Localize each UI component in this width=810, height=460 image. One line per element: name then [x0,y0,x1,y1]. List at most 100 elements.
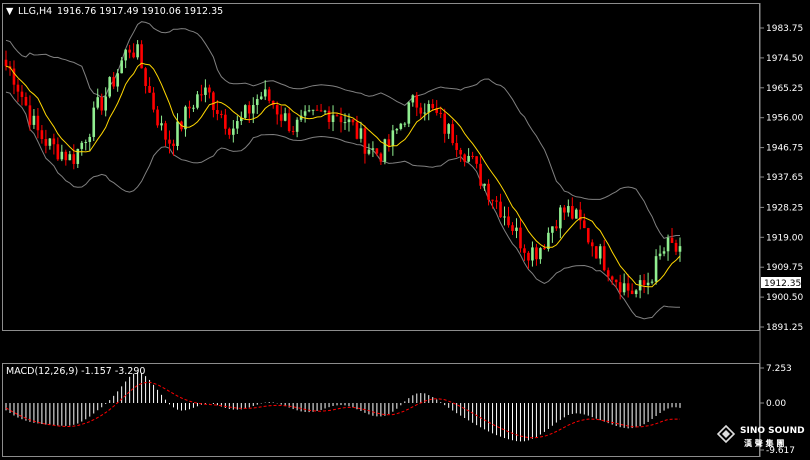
candle-body [251,105,255,114]
candle-body [387,139,391,147]
candle-body [419,107,423,114]
candle-body [650,281,654,283]
candle-body [503,216,506,218]
candle-body [451,124,454,144]
lower-band-line [5,91,680,320]
candle-body [263,89,267,97]
candle-body [654,256,658,282]
candle-body [243,105,247,118]
price-tick-label: 1965.25 [766,84,803,94]
candle-body [200,94,203,96]
candle-body [24,96,28,106]
candle-body [395,128,399,131]
candle-body [283,113,287,121]
candle-body [128,49,131,53]
candle-body [136,44,139,58]
candle-body [555,226,558,229]
candle-body [427,103,431,113]
candle-body [383,139,387,162]
candle-body [96,97,100,108]
candle-body [275,105,279,115]
logo-title: SINO SOUND [740,426,805,436]
candle-body [578,209,582,221]
ma-line [5,62,681,288]
candle-body [495,200,498,202]
candle-body [598,246,602,259]
candle-body [622,283,626,293]
candle-body [104,96,108,111]
price-axis: 1983.75 1974.50 1965.25 1956.00 1946.75 1937.… [760,24,803,333]
candle-body [363,128,367,154]
sino-sound-logo: SINO SOUND 漢 聲 集 團 [716,424,805,448]
candle-body [184,106,187,130]
candle-body [399,123,403,129]
candle-body [124,49,127,61]
logo-subtitle: 漢 聲 集 團 [744,438,784,448]
candle-body [40,130,44,140]
candle-body [16,84,20,92]
macd-signal-line [5,381,680,439]
candle-body [618,282,622,293]
candle-body [375,148,379,154]
candle-body [160,123,163,126]
candle-body [535,247,538,260]
candle-body [20,91,24,97]
candle-body [28,105,32,125]
candle-body [271,100,275,106]
candle-body [443,113,446,134]
candle-body [447,124,450,134]
candle-body [582,220,586,229]
candle-body [662,251,666,254]
candle-body [551,226,554,233]
candle-body [575,209,578,219]
candle-body [527,252,530,261]
candle-body [108,77,111,97]
candle-body [626,283,630,291]
candle-body [642,280,646,286]
candle-body [590,242,594,247]
candle-body [92,107,96,137]
candle-body [463,154,466,162]
candle-body [359,128,363,139]
candle-body [355,122,359,139]
price-tick-label: 1900.50 [766,293,803,303]
candle-body [220,113,223,115]
candle-body [602,246,606,271]
candle-body [351,119,355,123]
candle-body [407,102,411,124]
current-price-label: 1912.35 [764,279,801,289]
candle-body [4,59,8,67]
symbol-timeframe: LLG,H4 [18,6,52,17]
candle-body [435,108,439,113]
candle-body [491,199,494,201]
candle-body [567,206,570,213]
candle-body [247,105,251,114]
candle-body [36,115,40,131]
candle-body [236,121,239,129]
candle-body [594,246,598,259]
candles [4,40,682,300]
candle-body [204,87,207,95]
candle-body [307,110,311,112]
candle-body [80,142,84,149]
menu-arrow-icon[interactable]: ▼ [6,6,14,17]
candle-body [423,112,427,114]
price-tick-label: 1928.25 [766,203,803,213]
price-tick-label: 1937.65 [766,173,803,183]
candle-body [311,109,315,111]
candle-body [479,163,482,186]
candle-body [32,115,36,125]
candle-body [678,246,682,252]
candle-body [295,119,299,132]
candle-body [48,138,52,146]
macd-axis: 7.253 0.00 -9.617 [760,364,795,456]
candle-body [415,95,419,108]
candle-body [658,253,662,257]
candle-body [519,227,522,249]
candle-body [152,92,155,110]
macd-histogram [5,371,681,442]
candle-body [614,279,618,283]
candle-body [331,115,335,123]
candle-body [630,290,634,295]
candle-body [559,207,562,229]
